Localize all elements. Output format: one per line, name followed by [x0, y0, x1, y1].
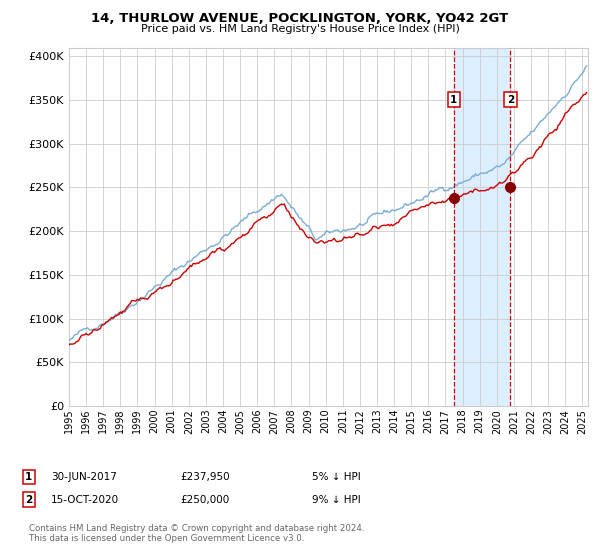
- Text: £250,000: £250,000: [180, 494, 229, 505]
- Bar: [454, 48, 510, 406]
- Text: 9% ↓ HPI: 9% ↓ HPI: [312, 494, 361, 505]
- Text: 1: 1: [450, 95, 458, 105]
- Text: 30-JUN-2017: 30-JUN-2017: [51, 472, 117, 482]
- Text: £237,950: £237,950: [180, 472, 230, 482]
- Text: 2: 2: [25, 494, 32, 505]
- Text: 1: 1: [25, 472, 32, 482]
- Text: Price paid vs. HM Land Registry's House Price Index (HPI): Price paid vs. HM Land Registry's House …: [140, 24, 460, 34]
- Text: 5% ↓ HPI: 5% ↓ HPI: [312, 472, 361, 482]
- Text: 14, THURLOW AVENUE, POCKLINGTON, YORK, YO42 2GT: 14, THURLOW AVENUE, POCKLINGTON, YORK, Y…: [91, 12, 509, 25]
- Text: 2: 2: [506, 95, 514, 105]
- Text: 15-OCT-2020: 15-OCT-2020: [51, 494, 119, 505]
- Text: Contains HM Land Registry data © Crown copyright and database right 2024.
This d: Contains HM Land Registry data © Crown c…: [29, 524, 364, 543]
